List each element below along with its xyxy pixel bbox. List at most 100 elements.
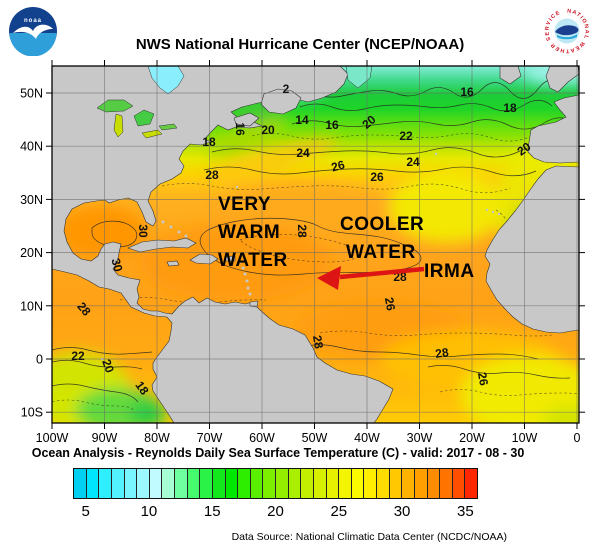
lon-label: 100W [36,431,69,445]
colorbar-cell [402,469,415,498]
colorbar-cell [288,469,302,498]
contour-label: 16 [233,122,247,136]
lat-label: 40N [20,140,43,154]
labrador-inlet [345,66,373,89]
lon-label: 60W [249,431,275,445]
colorbar-cell [250,469,264,498]
colorbar-cell [225,469,239,498]
lon-label: 20W [459,431,485,445]
contour-label: 22 [399,129,413,143]
americas-land [52,66,394,423]
lon-label: 0 [574,431,581,445]
colorbar-cell [86,469,100,498]
jamaica [166,260,180,267]
newfoundland [260,88,302,115]
colorbar-cell [301,469,314,498]
colorbar-cell [187,469,201,498]
map-frame [51,65,580,424]
lat-label: 10N [20,299,43,313]
noaa-logo-sea [9,33,57,56]
noaa-bird-icon [13,24,53,39]
lon-label: 30W [407,431,433,445]
colorbar-tick-label: 30 [393,503,411,520]
nws-logo: NATIONAL WEATHER SERVICE [542,6,592,56]
colorbar-cell [377,469,390,498]
colorbar-cell [99,469,112,498]
puerto-rico [224,255,236,262]
colorbar-cell [124,469,138,498]
contour-label: 28 [295,224,309,238]
lat-label: 0 [36,353,43,367]
lake-superior [96,99,134,113]
contour-label: 16 [460,85,474,99]
africa [484,165,579,334]
ocean-field [52,66,579,423]
colorbar-cell [465,469,477,498]
annotation-layer: VERY WARM WATER COOLER WATER IRMA [218,194,475,282]
data-source: Data Source: National Climatic Data Cent… [231,531,507,543]
map-annotation: WARM [218,222,280,243]
colorbar-cell [351,469,365,498]
contour-label: 26 [370,170,384,184]
contour-label: 30 [136,224,150,238]
irma-arrow [317,266,425,290]
colorbar-cell [440,469,453,498]
lake-michigan [113,113,124,138]
colorbar-cell [364,469,377,498]
contour-label: 18 [202,135,216,149]
colorbar-cell [339,469,352,498]
colorbar-cell [276,469,289,498]
colorbar-tick-label: 35 [457,503,474,520]
arrow-shaft [339,266,425,280]
great-britain [545,66,579,93]
lat-label: 20N [20,246,43,260]
page-title: NWS National Hurricane Center (NCEP/NOAA… [135,36,465,53]
map-caption: Ocean Analysis - Reynolds Daily Sea Surf… [31,446,525,460]
sst-contours [52,79,579,412]
colorbar-cell [389,469,403,498]
contour-label: 30 [109,257,126,274]
colorbar-cell [238,469,251,498]
hispaniola [189,253,219,265]
arrow-head-icon [317,266,341,290]
cuba [127,237,197,253]
lake-huron [133,109,155,127]
colorbar-cell [263,469,276,498]
noaa-logo-text: noaa [24,18,42,24]
contour-label: 20 [99,357,117,375]
contour-label: 28 [310,334,326,350]
colorbar-cell [452,469,466,498]
colorbar-tick-label: 15 [203,503,221,520]
lon-label: 90W [92,431,118,445]
contour-label: 24 [296,146,310,160]
nova-scotia [233,112,260,127]
colorbar-cell [162,469,175,498]
lat-label: 30N [20,193,43,207]
colorbar-cell [326,469,340,498]
contour-labels: 214 1620161816182022202426262428282830302… [71,82,533,398]
colorbar-cell [414,469,428,498]
lon-label: 40W [354,431,380,445]
colorbar-cell [427,469,441,498]
colorbar-tick-label: 20 [267,503,284,520]
map-annotation: IRMA [424,261,475,282]
colorbar-cell [313,469,327,498]
map-annotation: COOLER [340,214,424,235]
lat-label: 50N [20,87,43,101]
contour-label: 18 [503,101,517,115]
lake-ontario [158,123,178,131]
colorbar-tick-label: 10 [140,503,158,520]
colorbar-cell [200,469,213,498]
lon-label: 70W [197,431,223,445]
colorbar-tick-label: 5 [81,503,90,520]
map-annotation: WATER [218,250,288,271]
noaa-logo: noaa [9,7,57,56]
contour-label: 2 [283,82,290,96]
map-annotation: VERY [218,194,271,215]
ireland [499,66,522,85]
lat-label: 10S [21,406,43,420]
contour-label: 14 [295,113,309,127]
lon-label: 50W [302,431,328,445]
